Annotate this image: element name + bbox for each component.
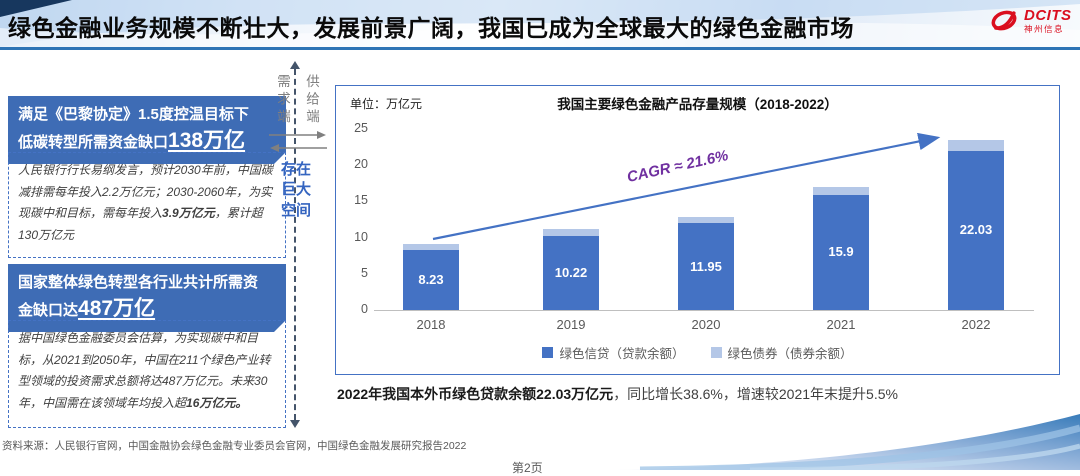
header-banner: 绿色金融业务规模不断壮大，发展前景广阔，我国已成为全球最大的绿色金融市场 DCI… [0,0,1080,47]
bar-segment-credit: 10.22 [543,236,599,310]
y-axis-tick: 15 [354,193,368,208]
exchange-arrows-icon [269,131,327,152]
callout2-line1: 国家整体绿色转型各行业共计所需资 [18,274,259,291]
callout1-fold-corner [274,152,286,165]
header-wave-decoration [0,0,1080,47]
divider-arrow-up-icon [290,61,300,69]
footer-wave-decoration [610,414,1080,470]
bar-value-label: 8.23 [418,272,444,288]
callout1-line1: 满足《巴黎协定》1.5度控温目标下 [18,106,249,123]
bar-segment-bond [813,186,869,195]
dcits-swirl-icon [991,10,1017,31]
callout2-body: 据中国绿色金融委员会估算，为实现碳中和目标，从2021到2050年，中国在211… [8,320,286,428]
callout2-body-bold: 16万亿元。 [186,395,248,410]
gap-word-3: 空间 [280,201,311,219]
bar-segment-credit: 8.23 [403,250,459,310]
bar-value-label: 11.95 [690,258,722,274]
bar-segment-credit: 15.9 [813,194,869,310]
bar-segment-credit: 22.03 [948,150,1004,310]
callout1-body-tail: ，累计超130万亿元 [18,206,263,242]
callout2-fold-corner [274,320,286,333]
chart-panel: 单位：万亿元 我国主要绿色金融产品存量规模（2018-2022） 0 5 10 15 2… [335,85,1060,375]
y-axis-tick: 0 [361,302,368,316]
bar-value-label: 15.9 [828,244,854,260]
bar-2022: 22.03 [948,139,1004,310]
bar-value-label: 22.03 [959,222,993,238]
bar-segment-bond [948,139,1004,151]
callout1-body-bold: 3.9万亿元 [162,206,215,221]
chart-legend: 绿色信贷（贷款余额） 绿色债券（债券余额） [336,343,1059,362]
dcits-logo: DCITS 神州信息 [988,7,1072,34]
bar-2020: 11.95 [678,216,734,310]
callout2-body-text: 据中国绿色金融委员会估算，为实现碳中和目标，从2021到2050年，中国在211… [18,331,271,410]
legend-label: 绿色债券（债券余额） [727,347,853,361]
bar-segment-credit: 11.95 [678,223,734,310]
callout1-figure: 138万亿 [168,128,246,152]
bar-value-label: 10.22 [554,264,588,280]
logo-text: DCITS 神州信息 [1024,8,1072,34]
huge-gap-label: 存在 巨大 空间 [279,160,313,221]
callout2-figure: 487万亿 [78,296,156,320]
supply-demand-dashed-line [294,69,296,420]
x-axis-label-2018: 2018 [416,317,446,332]
x-axis-line [374,310,1034,311]
gap-word-2: 巨大 [280,181,311,199]
divider-arrow-down-icon [290,420,300,428]
chart-summary-text: 2022年我国本外币绿色贷款余额22.03万亿元，同比增长38.6%，增速较20… [337,384,898,404]
gap-word-1: 存在 [280,161,311,178]
chart-unit-label: 单位：万亿元 [350,97,423,111]
x-axis-label-2021: 2021 [826,317,856,332]
bar-2019: 10.22 [543,228,599,310]
callout1-body: 人民银行行长易纲发言，预计2030年前，中国碳减排需每年投入2.2万亿元；203… [8,152,286,258]
demand-side-label: 需求端 [275,74,290,127]
summary-rest: ，同比增长38.6%，增速较2021年末提升5.5% [613,386,898,402]
legend-item: 绿色债券（债券余额） [710,343,853,362]
y-axis-tick: 10 [354,229,368,244]
chart-title: 我国主要绿色金融产品存量规模（2018-2022） [557,97,838,112]
legend-swatch-icon [542,347,554,358]
bar-segment-bond [403,243,459,251]
logo-subbrand: 神州信息 [1024,23,1065,34]
page-title: 绿色金融业务规模不断壮大，发展前景广阔，我国已成为全球最大的绿色金融市场 [8,15,854,41]
x-axis-label-2022: 2022 [961,317,991,332]
y-axis-tick: 5 [361,265,368,280]
cagr-annotation: CAGR ≈ 21.6% [625,147,730,186]
legend-item: 绿色信贷（贷款余额） [542,343,685,362]
y-axis-tick: 20 [354,157,368,172]
callout1-body-text: 人民银行行长易纲发言，预计2030年前，中国碳减排需每年投入2.2万亿元；203… [18,163,273,221]
legend-label: 绿色信贷（贷款余额） [559,347,685,361]
callout1-line2: 低碳转型所需资金缺口 [18,133,169,151]
logo-brand: DCITS [1024,6,1072,24]
callout2-line2: 金缺口达 [18,301,79,319]
x-axis-label-2020: 2020 [691,317,721,332]
bar-2018: 8.23 [403,243,459,310]
supply-side-label: 供给端 [304,74,319,127]
summary-bold: 2022年我国本外币绿色贷款余额22.03万亿元 [337,386,614,402]
source-note: 资料来源：人民银行官网，中国金融协会绿色金融专业委员会官网，中国绿色金融发展研究… [2,440,467,452]
title-divider-rule [0,47,1080,50]
x-axis-label-2019: 2019 [556,317,586,332]
y-axis-tick: 25 [354,121,368,135]
bar-segment-bond [543,228,599,236]
bar-2021: 15.9 [813,186,869,310]
page-number: 第2页 [512,461,543,475]
legend-swatch-icon [710,347,722,358]
